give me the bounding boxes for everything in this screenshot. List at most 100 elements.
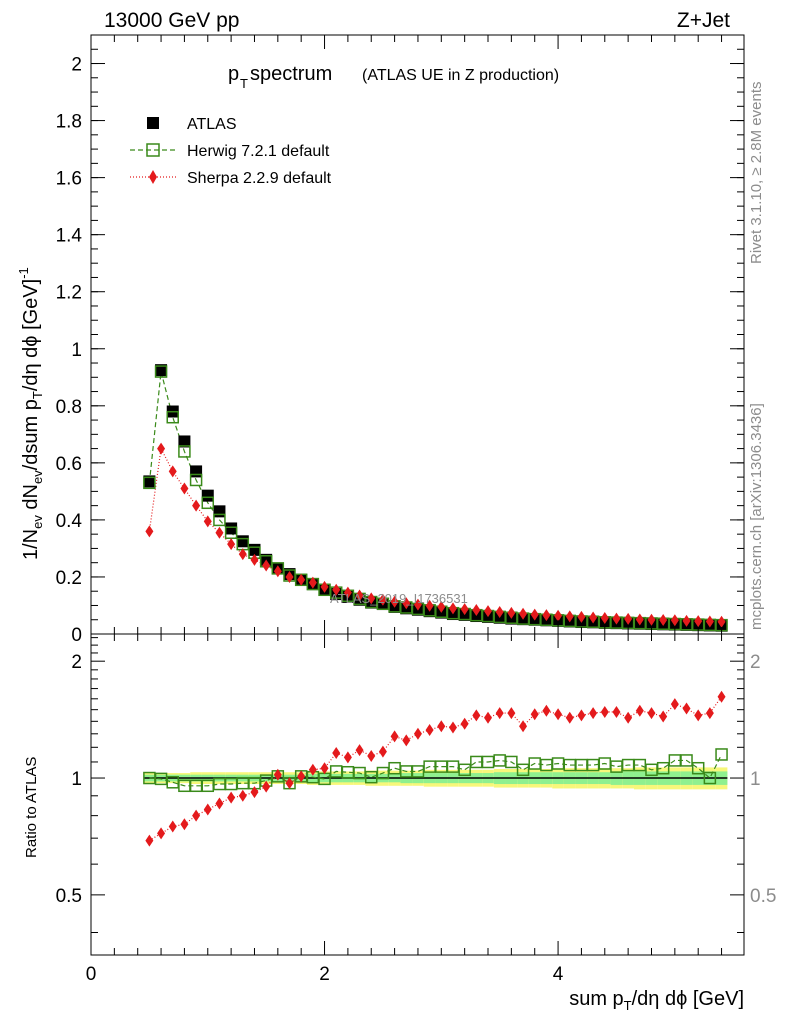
herwig-point [143, 476, 156, 490]
ratio-herwig-point [551, 757, 565, 770]
ratio-sherpa-point [192, 809, 201, 822]
main-y-tick-label: 1.4 [56, 226, 83, 247]
sherpa-point [705, 615, 714, 628]
process-label: Z+Jet [677, 9, 730, 32]
herwig-point [166, 410, 179, 424]
ratio-sherpa-point [670, 698, 679, 711]
sherpa-point [367, 592, 376, 605]
ratio-sherpa-point [273, 768, 282, 781]
ratio-y-tick-label-right: 1 [750, 769, 761, 790]
main-y-axis-label: 1/Nev dNev/dsum pT/dη dϕ [GeV]-1 [16, 267, 45, 560]
ratio-sherpa-point [168, 820, 177, 833]
sherpa-point [542, 609, 551, 622]
ratio-sherpa-point [507, 707, 516, 720]
ratio-sherpa-point [308, 763, 317, 776]
ratio-y-tick-label: 1 [71, 769, 82, 790]
ratio-herwig-point [154, 772, 168, 786]
legend: ATLAS Herwig 7.2.1 default Sherpa 2.2.9 … [130, 116, 332, 187]
sherpa-point [297, 573, 306, 586]
sherpa-point [565, 610, 574, 623]
legend-herwig-marker [146, 143, 160, 157]
main-y-tick-label: 0.4 [56, 511, 83, 532]
sherpa-point [670, 614, 679, 627]
herwig-point [189, 473, 203, 487]
atlas-point [143, 475, 156, 488]
sherpa-point [448, 602, 457, 615]
sherpa-point [157, 442, 166, 455]
herwig-point [154, 365, 168, 378]
ratio-sherpa-point [460, 717, 469, 730]
ratio-sherpa-point [320, 762, 329, 775]
ratio-herwig-point [575, 758, 588, 772]
ratio-sherpa-point [647, 707, 656, 720]
sherpa-point [285, 570, 294, 583]
ratio-herwig-point [224, 777, 238, 791]
ratio-x-tick-label: 0 [86, 964, 97, 985]
sherpa-point [308, 576, 317, 589]
ratio-sherpa-point [659, 710, 668, 723]
sherpa-point [495, 606, 504, 619]
ratio-herwig-point [388, 761, 401, 775]
sherpa-point [635, 613, 644, 626]
herwig-point [178, 445, 191, 458]
sherpa-point [262, 559, 271, 572]
sherpa-point [600, 612, 609, 625]
sherpa-point [402, 597, 411, 610]
ratio-sherpa-point [413, 727, 422, 740]
main-y-tick-label: 1 [71, 340, 82, 361]
ratio-sherpa-point [600, 705, 609, 718]
ratio-herwig-point [236, 776, 250, 790]
sherpa-point [355, 589, 364, 602]
sherpa-point [273, 565, 282, 578]
ratio-sherpa-point [542, 704, 551, 717]
ratio-y-axis-label: Ratio to ATLAS [23, 757, 40, 858]
ratio-sherpa-point [402, 734, 411, 747]
sherpa-point [332, 583, 341, 596]
main-axes: 0 0.2 0.4 0.6 0.8 1 1.2 1.4 1.6 1.8 2 [56, 34, 745, 646]
atlas-point [178, 435, 191, 448]
main-series-layer [143, 364, 728, 632]
main-y-tick-label: 1.8 [56, 112, 82, 133]
ratio-herwig-point [703, 771, 717, 785]
analysis-watermark: ATLAS_2019_I1736531 [330, 591, 468, 606]
ratio-herwig-point [178, 779, 191, 793]
sherpa-point [694, 615, 703, 628]
legend-herwig-label: Herwig 7.2.1 default [187, 143, 330, 160]
sherpa-point [180, 482, 189, 495]
ratio-sherpa-point [495, 707, 504, 720]
sherpa-point [460, 603, 469, 616]
ratio-y-tick-label: 2 [71, 652, 82, 673]
ratio-herwig-point [143, 771, 156, 785]
ratio-sherpa-point [238, 789, 247, 802]
ratio-sherpa-point [612, 705, 621, 718]
ratio-sherpa-point [635, 704, 644, 717]
ratio-sherpa-point [519, 720, 528, 733]
ratio-sherpa-point [530, 708, 539, 721]
title-small: (ATLAS UE in Z production) [362, 67, 559, 84]
ratio-sherpa-point [355, 744, 364, 757]
ratio-sherpa-point [624, 711, 633, 724]
ratio-sherpa-point [332, 747, 341, 760]
ratio-herwig-point [621, 758, 635, 772]
main-y-tick-label: 2 [71, 55, 82, 76]
ratio-sherpa-point [577, 709, 586, 722]
title-sub: T [240, 76, 248, 91]
ratio-herwig-point [470, 755, 483, 769]
energy-label: 13000 GeV pp [104, 9, 239, 32]
ratio-frame [90, 633, 745, 956]
sherpa-point [717, 615, 726, 628]
ratio-sherpa-point [554, 708, 563, 721]
sherpa-point [577, 610, 586, 623]
ratio-sherpa-point [484, 711, 493, 724]
ratio-herwig-point [668, 754, 682, 767]
sherpa-point [227, 538, 236, 551]
main-y-tick-label: 1.2 [56, 283, 82, 304]
ratio-sherpa-point [215, 797, 224, 810]
ratio-y-tick-label-right: 0.5 [750, 886, 776, 907]
ratio-herwig-point [400, 765, 413, 778]
ratio-herwig-point [481, 755, 495, 769]
sherpa-point [238, 548, 247, 561]
sherpa-point [192, 499, 201, 512]
ratio-herwig-point [435, 760, 448, 773]
ratio-series-layer [143, 690, 728, 847]
